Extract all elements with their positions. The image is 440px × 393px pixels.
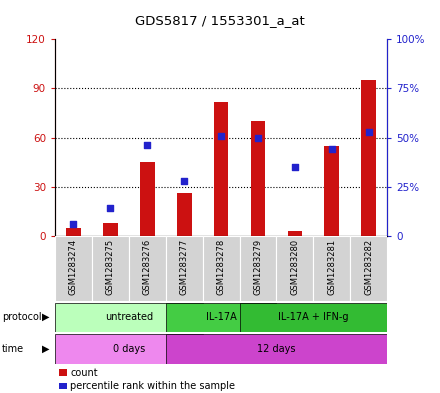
- Text: IL-17A + IFN-g: IL-17A + IFN-g: [278, 312, 348, 322]
- Bar: [103, 223, 118, 236]
- Text: GDS5817 / 1553301_a_at: GDS5817 / 1553301_a_at: [135, 14, 305, 27]
- Bar: [361, 80, 376, 236]
- Text: 0 days: 0 days: [113, 344, 145, 354]
- Point: [328, 146, 335, 152]
- Bar: [55, 236, 92, 301]
- Point: [144, 142, 151, 149]
- Text: GSM1283277: GSM1283277: [180, 239, 189, 295]
- Bar: [239, 303, 387, 332]
- Text: ▶: ▶: [42, 312, 49, 322]
- Point: [218, 132, 225, 139]
- Point: [70, 221, 77, 227]
- Point: [107, 205, 114, 211]
- Bar: [313, 236, 350, 301]
- Bar: [166, 236, 203, 301]
- Bar: [251, 121, 265, 236]
- Text: GSM1283282: GSM1283282: [364, 239, 373, 294]
- Bar: [92, 236, 129, 301]
- Bar: [55, 334, 203, 364]
- Bar: [66, 228, 81, 236]
- Text: untreated: untreated: [105, 312, 153, 322]
- Text: ▶: ▶: [42, 343, 49, 354]
- Text: GSM1283278: GSM1283278: [216, 239, 226, 295]
- Bar: [140, 162, 155, 236]
- Point: [254, 134, 261, 141]
- Bar: [214, 101, 228, 236]
- Point: [181, 178, 188, 184]
- Bar: [129, 236, 166, 301]
- Bar: [166, 334, 387, 364]
- Text: GSM1283280: GSM1283280: [290, 239, 300, 294]
- Text: count: count: [70, 367, 98, 378]
- Bar: [276, 236, 313, 301]
- Bar: [288, 231, 302, 236]
- Text: 12 days: 12 days: [257, 344, 296, 354]
- Bar: [324, 146, 339, 236]
- Text: protocol: protocol: [2, 312, 42, 322]
- Point: [291, 164, 298, 170]
- Point: [365, 129, 372, 135]
- Text: IL-17A: IL-17A: [206, 312, 236, 322]
- Text: time: time: [2, 343, 24, 354]
- Bar: [350, 236, 387, 301]
- Text: GSM1283274: GSM1283274: [69, 239, 78, 294]
- Text: GSM1283279: GSM1283279: [253, 239, 263, 294]
- Text: GSM1283281: GSM1283281: [327, 239, 336, 294]
- Bar: [55, 303, 203, 332]
- Text: GSM1283275: GSM1283275: [106, 239, 115, 294]
- Bar: [203, 236, 239, 301]
- Text: percentile rank within the sample: percentile rank within the sample: [70, 381, 235, 391]
- Text: GSM1283276: GSM1283276: [143, 239, 152, 295]
- Bar: [239, 236, 276, 301]
- Bar: [166, 303, 276, 332]
- Bar: [177, 193, 191, 236]
